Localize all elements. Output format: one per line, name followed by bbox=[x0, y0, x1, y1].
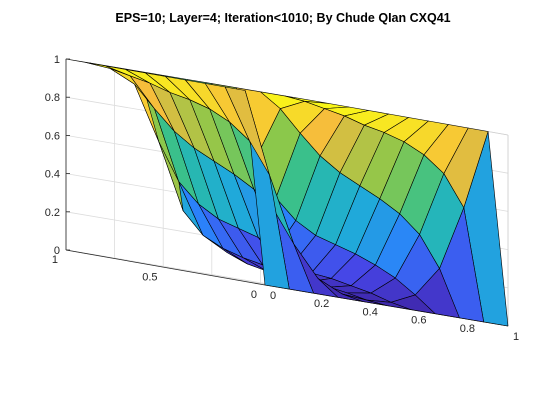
x-tick-label-4: 0.8 bbox=[460, 323, 475, 335]
z-tick-label-4: 0.8 bbox=[45, 92, 60, 104]
x-tick-label-1: 0.2 bbox=[314, 298, 329, 310]
surface-mesh bbox=[65, 58, 509, 327]
z-tick-label-5: 1 bbox=[54, 54, 60, 66]
z-tick-label-2: 0.4 bbox=[45, 169, 60, 181]
chart-title: EPS=10; Layer=4; Iteration<1010; By Chud… bbox=[115, 11, 450, 25]
x-tick-label-0: 0 bbox=[270, 290, 276, 302]
z-tick-label-3: 0.6 bbox=[45, 130, 60, 142]
x-tick-label-5: 1 bbox=[513, 331, 519, 343]
z-tick-label-0: 0 bbox=[54, 245, 60, 257]
x-tick-label-2: 0.4 bbox=[363, 306, 378, 318]
y-tick-label-0: 0 bbox=[251, 289, 257, 301]
surface-patch-1-0 bbox=[224, 86, 270, 176]
z-tick-label-1: 0.2 bbox=[45, 207, 60, 219]
y-tick-label-2: 1 bbox=[52, 254, 58, 266]
y-tick-label-1: 0.5 bbox=[142, 272, 157, 284]
surface-patch-1-9 bbox=[443, 127, 489, 208]
x-tick-label-3: 0.6 bbox=[411, 315, 426, 327]
y-axis-line bbox=[65, 249, 266, 286]
